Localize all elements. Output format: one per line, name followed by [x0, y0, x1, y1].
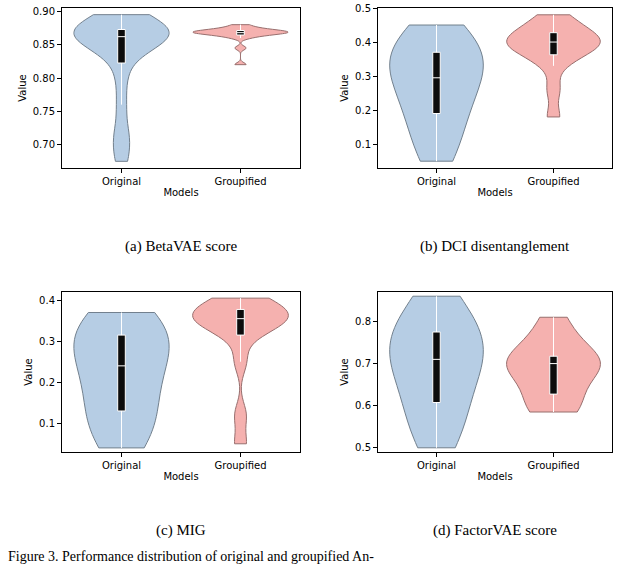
- svg-text:Original: Original: [102, 176, 141, 187]
- svg-text:Models: Models: [477, 471, 512, 482]
- svg-text:Original: Original: [417, 176, 456, 187]
- svg-text:(a) BetaVAE score: (a) BetaVAE score: [125, 238, 238, 255]
- svg-text:Models: Models: [163, 187, 198, 198]
- svg-text:Groupified: Groupified: [214, 176, 266, 187]
- svg-text:0.1: 0.1: [39, 418, 55, 429]
- svg-text:0.4: 0.4: [39, 295, 55, 306]
- svg-text:Groupified: Groupified: [527, 176, 579, 187]
- svg-text:Original: Original: [417, 460, 456, 471]
- svg-text:0.8: 0.8: [355, 316, 371, 327]
- svg-text:0.3: 0.3: [39, 336, 55, 347]
- svg-text:0.5: 0.5: [355, 442, 371, 453]
- svg-text:0.90: 0.90: [33, 6, 55, 17]
- svg-text:(c) MIG: (c) MIG: [156, 522, 206, 539]
- svg-text:(d) FactorVAE score: (d) FactorVAE score: [433, 522, 557, 539]
- svg-text:0.6: 0.6: [355, 400, 371, 411]
- svg-text:Groupified: Groupified: [527, 460, 579, 471]
- svg-text:Value: Value: [17, 74, 28, 101]
- svg-text:0.2: 0.2: [355, 105, 371, 116]
- svg-text:Original: Original: [102, 460, 141, 471]
- svg-text:Value: Value: [339, 74, 350, 101]
- svg-text:Value: Value: [23, 358, 34, 385]
- svg-text:Models: Models: [477, 187, 512, 198]
- svg-text:0.80: 0.80: [33, 73, 55, 84]
- svg-text:0.5: 0.5: [355, 3, 371, 14]
- svg-text:Figure 3. Performance distribu: Figure 3. Performance distribution of or…: [8, 549, 374, 564]
- svg-text:0.3: 0.3: [355, 71, 371, 82]
- svg-text:0.4: 0.4: [355, 37, 371, 48]
- svg-text:0.85: 0.85: [33, 39, 55, 50]
- svg-text:0.1: 0.1: [355, 139, 371, 150]
- svg-text:Value: Value: [339, 358, 350, 385]
- svg-text:0.7: 0.7: [355, 358, 371, 369]
- svg-text:Groupified: Groupified: [214, 460, 266, 471]
- svg-text:(b) DCI disentanglement: (b) DCI disentanglement: [420, 238, 570, 255]
- svg-text:0.70: 0.70: [33, 139, 55, 150]
- svg-text:0.2: 0.2: [39, 377, 55, 388]
- svg-text:Models: Models: [163, 471, 198, 482]
- svg-text:0.75: 0.75: [33, 106, 55, 117]
